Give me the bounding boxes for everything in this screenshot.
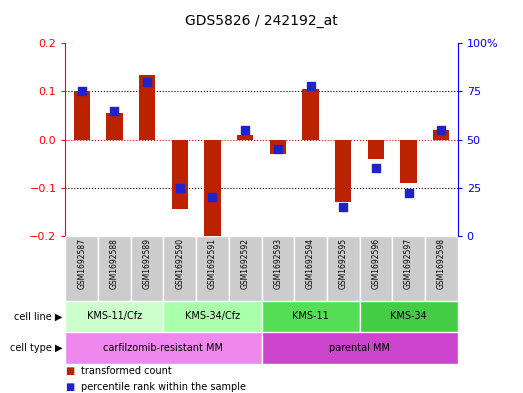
Bar	[172, 140, 188, 209]
Bar	[360, 236, 392, 301]
Bar	[237, 135, 253, 140]
Text: ■: ■	[65, 382, 75, 392]
Bar	[401, 140, 417, 183]
Bar	[360, 301, 458, 332]
Point	[372, 165, 380, 171]
Text: GSM1692591: GSM1692591	[208, 238, 217, 289]
Text: KMS-11/Cfz: KMS-11/Cfz	[87, 311, 142, 321]
Bar	[139, 75, 155, 140]
Bar	[270, 140, 286, 154]
Bar	[163, 301, 262, 332]
Text: GSM1692594: GSM1692594	[306, 238, 315, 289]
Point	[77, 88, 86, 94]
Text: GSM1692590: GSM1692590	[175, 238, 184, 289]
Bar	[262, 301, 360, 332]
Text: ■: ■	[65, 366, 75, 376]
Text: KMS-34/Cfz: KMS-34/Cfz	[185, 311, 240, 321]
Text: GSM1692597: GSM1692597	[404, 238, 413, 289]
Point	[143, 79, 151, 85]
Text: GSM1692595: GSM1692595	[339, 238, 348, 289]
Bar	[98, 236, 131, 301]
Point	[437, 127, 446, 133]
Text: GDS5826 / 242192_at: GDS5826 / 242192_at	[185, 14, 338, 28]
Text: parental MM: parental MM	[329, 343, 390, 353]
Text: GSM1692598: GSM1692598	[437, 238, 446, 289]
Text: GSM1692588: GSM1692588	[110, 238, 119, 288]
Text: percentile rank within the sample: percentile rank within the sample	[81, 382, 246, 392]
Point	[110, 107, 119, 114]
Bar	[262, 332, 458, 364]
Point	[306, 83, 315, 89]
Bar	[196, 236, 229, 301]
Text: GSM1692587: GSM1692587	[77, 238, 86, 289]
Bar	[74, 91, 90, 140]
Text: GSM1692589: GSM1692589	[143, 238, 152, 289]
Text: cell type ▶: cell type ▶	[10, 343, 63, 353]
Point	[274, 146, 282, 152]
Text: GSM1692593: GSM1692593	[274, 238, 282, 289]
Bar	[262, 236, 294, 301]
Bar	[65, 301, 163, 332]
Bar	[392, 236, 425, 301]
Text: GSM1692592: GSM1692592	[241, 238, 249, 289]
Bar	[131, 236, 163, 301]
Point	[208, 194, 217, 200]
Text: KMS-34: KMS-34	[390, 311, 427, 321]
Bar	[327, 236, 360, 301]
Bar	[335, 140, 351, 202]
Point	[404, 190, 413, 196]
Bar	[302, 89, 319, 140]
Bar	[229, 236, 262, 301]
Text: cell line ▶: cell line ▶	[15, 311, 63, 321]
Point	[241, 127, 249, 133]
Bar	[294, 236, 327, 301]
Text: carfilzomib-resistant MM: carfilzomib-resistant MM	[104, 343, 223, 353]
Bar	[425, 236, 458, 301]
Bar	[368, 140, 384, 159]
Bar	[65, 332, 262, 364]
Text: GSM1692596: GSM1692596	[371, 238, 380, 289]
Bar	[65, 236, 98, 301]
Bar	[163, 236, 196, 301]
Point	[339, 204, 347, 210]
Bar	[433, 130, 449, 140]
Point	[176, 184, 184, 191]
Bar	[106, 113, 122, 140]
Bar	[204, 140, 221, 236]
Text: transformed count: transformed count	[81, 366, 172, 376]
Text: KMS-11: KMS-11	[292, 311, 329, 321]
